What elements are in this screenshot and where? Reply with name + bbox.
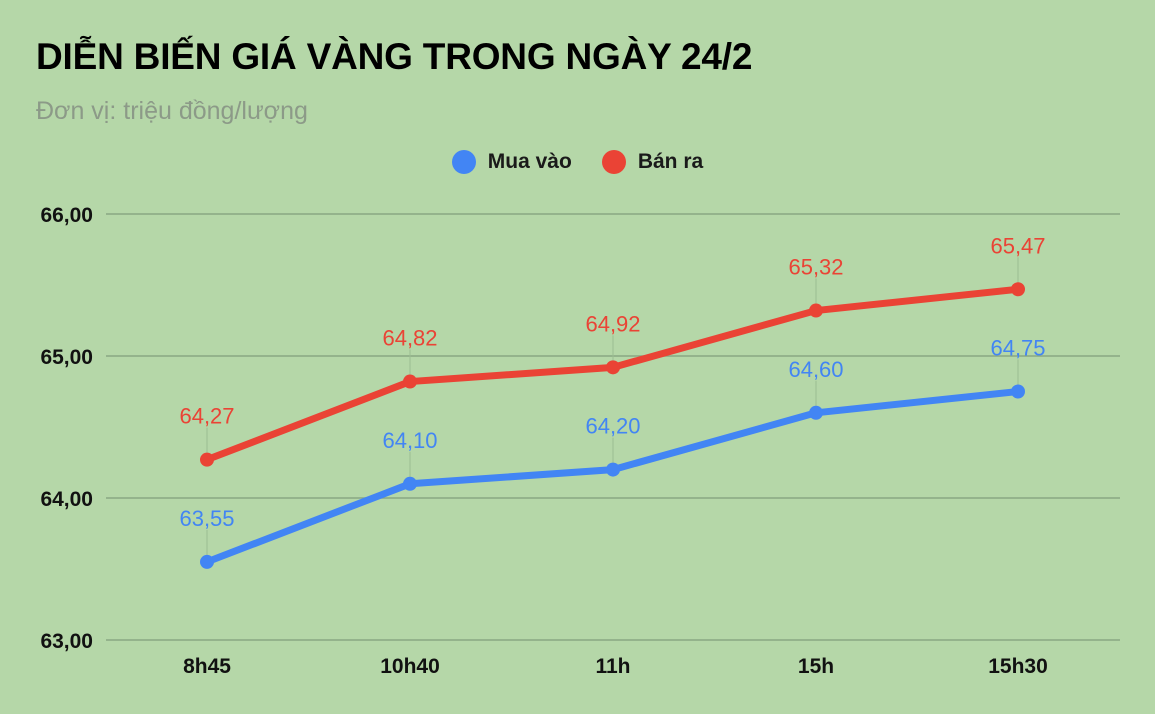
legend-label-buy: Mua vào: [487, 150, 572, 173]
y-tick-label: 64,00: [40, 488, 93, 511]
data-point-buy: [1011, 384, 1025, 399]
data-label-buy: 64,75: [990, 336, 1045, 361]
data-label-sell: 64,27: [179, 404, 234, 429]
x-tick-label: 11h: [595, 655, 630, 678]
data-label-buy: 63,55: [179, 506, 234, 531]
chart-title: DIỄN BIẾN GIÁ VÀNG TRONG NGÀY 24/2: [36, 36, 753, 77]
data-point-buy: [403, 476, 417, 491]
x-tick-label: 10h40: [380, 655, 440, 678]
data-label-buy: 64,60: [788, 357, 843, 382]
x-tick-label: 8h45: [183, 655, 231, 678]
legend-item-buy: Mua vào: [451, 150, 572, 174]
data-label-buy: 64,20: [585, 414, 640, 439]
data-label-sell: 65,32: [788, 255, 843, 280]
data-point-buy: [606, 462, 620, 477]
legend-label-sell: Bán ra: [637, 150, 704, 173]
y-tick-label: 66,00: [40, 204, 93, 227]
data-point-sell: [1011, 282, 1025, 297]
data-label-sell: 64,92: [585, 311, 640, 336]
y-tick-label: 65,00: [40, 346, 93, 369]
legend-item-sell: Bán ra: [601, 150, 704, 174]
legend-marker-sell: [601, 150, 626, 174]
data-point-sell: [606, 360, 620, 375]
data-label-sell: 65,47: [990, 233, 1045, 258]
x-tick-label: 15h30: [988, 655, 1048, 678]
y-tick-label: 63,00: [40, 630, 93, 653]
data-label-sell: 64,82: [382, 326, 437, 351]
data-point-buy: [200, 554, 214, 569]
data-point-buy: [809, 405, 823, 420]
legend-marker-buy: [451, 150, 476, 174]
data-label-buy: 64,10: [382, 428, 437, 453]
data-point-sell: [200, 452, 214, 467]
chart-subtitle: Đơn vị: triệu đồng/lượng: [36, 97, 308, 125]
x-tick-label: 15h: [798, 655, 834, 678]
data-point-sell: [403, 374, 417, 389]
data-point-sell: [809, 303, 823, 318]
legend: Mua vào Bán ra: [0, 150, 1155, 174]
